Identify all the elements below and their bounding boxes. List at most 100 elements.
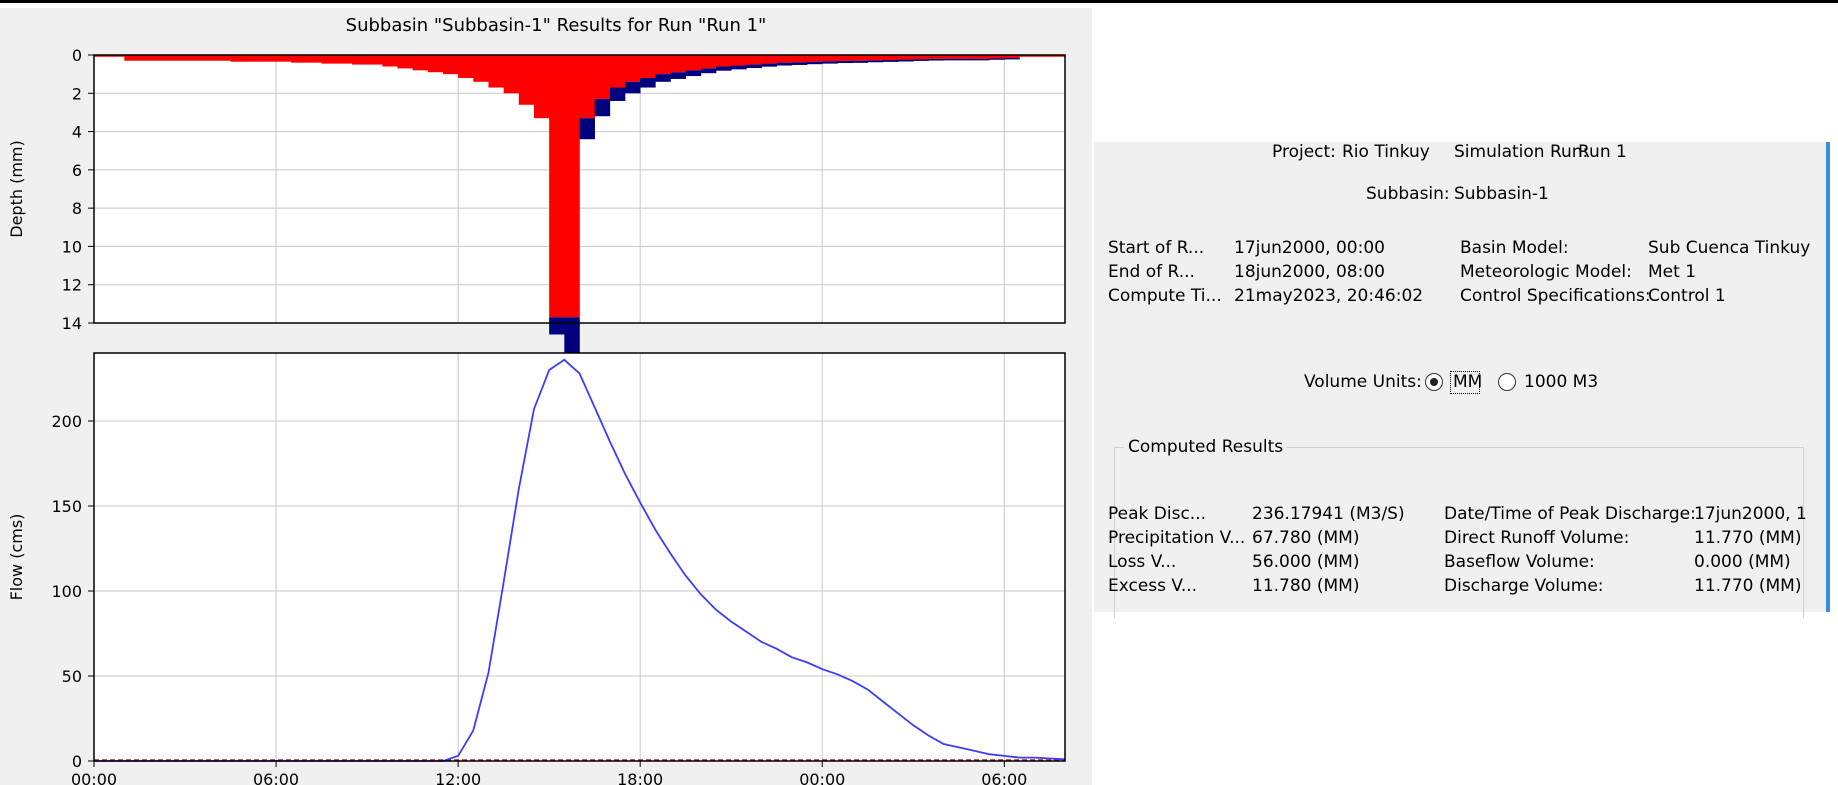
depth-bar-excess	[549, 55, 565, 318]
time-x-ticks: 00:00 06:00 12:00 18:00 00:00 06:00	[71, 761, 1027, 785]
result-label2: Discharge Volume:	[1444, 576, 1604, 596]
run-info-label: Start of R...	[1108, 238, 1205, 258]
depth-bar-excess	[442, 55, 459, 75]
depth-bar-excess	[640, 55, 656, 78]
run-info-value: 18jun2000, 08:00	[1234, 262, 1385, 282]
depth-bar-loss	[913, 59, 929, 61]
radio-units-mm-label[interactable]: MM	[1453, 372, 1483, 392]
flow-y-ticks: 0 50 100 150 200	[51, 412, 94, 771]
depth-bar-excess	[852, 55, 869, 61]
depth-tick-label: 12	[62, 276, 82, 295]
depth-bar-loss	[1004, 58, 1020, 60]
run-info-value: 21may2023, 20:46:02	[1234, 286, 1424, 306]
depth-bar-excess	[245, 55, 262, 62]
flow-tick-label: 150	[51, 497, 82, 516]
radio-units-1000m3-label[interactable]: 1000 M3	[1524, 372, 1599, 392]
radio-units-mm[interactable]	[1425, 373, 1443, 391]
depth-bar-loss	[989, 58, 1005, 60]
depth-bar-excess	[973, 55, 990, 59]
depth-bar-excess	[473, 55, 489, 82]
depth-plot-frame	[93, 54, 1066, 324]
simulation-run-label: Simulation Run:	[1454, 142, 1589, 162]
depth-bar-excess	[518, 55, 535, 105]
depth-bar-excess	[807, 55, 823, 62]
depth-tick-label: 0	[72, 46, 82, 65]
result-value: 67.780 (MM)	[1252, 528, 1360, 548]
depth-bar-loss	[549, 317, 565, 335]
depth-bar-excess	[427, 55, 444, 73]
depth-bar-excess	[169, 55, 186, 61]
result-value: 11.780 (MM)	[1252, 576, 1360, 596]
result-value2: 11.770 (MM)	[1694, 576, 1802, 596]
depth-tick-label: 6	[72, 161, 82, 180]
result-label: Excess V...	[1108, 576, 1198, 596]
depth-bar-loss	[943, 58, 960, 61]
depth-bar-loss	[746, 64, 762, 69]
depth-bar-loss	[837, 60, 853, 64]
depth-bar-loss	[625, 81, 641, 94]
depth-bar-excess	[124, 55, 140, 61]
depth-bar-excess	[367, 55, 383, 65]
result-label2: Date/Time of Peak Discharge:	[1444, 504, 1696, 524]
depth-bar-excess	[822, 55, 838, 62]
depth-bar-excess	[139, 55, 155, 61]
depth-bar-excess	[898, 55, 914, 60]
run-info-label2: Meteorologic Model:	[1460, 262, 1632, 282]
flow-plot-frame	[93, 352, 1066, 762]
depth-bar-excess	[837, 55, 853, 61]
depth-bar-loss	[776, 62, 793, 66]
depth-bar-excess	[564, 55, 580, 318]
depth-bar-loss	[882, 59, 899, 62]
depth-bar-excess	[609, 55, 626, 88]
computed-results-group	[1114, 447, 1804, 618]
flow-tick-label: 50	[62, 667, 82, 686]
depth-bar-excess	[412, 55, 429, 71]
depth-bar-excess	[700, 55, 717, 69]
depth-bar-excess	[154, 55, 171, 61]
result-value: 56.000 (MM)	[1252, 552, 1360, 572]
summary-results-panel: Project: Rio Tinkuy Simulation Run: Run …	[1094, 142, 1830, 618]
radio-selected-dot	[1429, 377, 1438, 386]
result-label: Precipitation V...	[1108, 528, 1246, 548]
depth-bar-excess	[488, 55, 504, 88]
depth-bar-excess	[867, 55, 884, 61]
depth-panel: 0 2 4 6 8 10 12 14 Depth (mm)	[7, 46, 1066, 377]
depth-bar-loss	[670, 72, 687, 79]
depth-bar-excess	[382, 55, 398, 67]
run-info-value: 17jun2000, 00:00	[1234, 238, 1385, 258]
depth-bar-loss	[716, 66, 732, 71]
depth-bar-loss	[852, 60, 869, 63]
flow-series-line	[94, 358, 1066, 762]
flow-tick-label: 100	[51, 582, 82, 601]
depth-bar-excess	[670, 55, 687, 73]
depth-bar-excess	[943, 55, 960, 59]
depth-bar-excess	[276, 55, 292, 62]
time-tick-label: 00:00	[71, 770, 117, 785]
radio-units-1000m3[interactable]	[1498, 373, 1516, 391]
run-info-value2: Sub Cuenca Tinkuy	[1648, 238, 1811, 258]
flow-tick-label: 200	[51, 412, 82, 431]
depth-bar-excess	[185, 55, 201, 61]
project-label: Project:	[1272, 142, 1336, 162]
depth-bar-excess	[594, 55, 611, 100]
depth-bar-loss	[761, 63, 778, 67]
depth-bar-excess	[306, 55, 322, 63]
run-info-label2: Control Specifications:	[1460, 286, 1651, 306]
depth-bar-loss	[973, 58, 990, 61]
time-tick-label: 18:00	[617, 770, 663, 785]
depth-bar-loss	[640, 77, 656, 88]
result-label2: Direct Runoff Volume:	[1444, 528, 1630, 548]
result-label2: Baseflow Volume:	[1444, 552, 1595, 572]
depth-bar-loss	[685, 70, 702, 77]
depth-bar-loss	[958, 58, 975, 61]
project-value: Rio Tinkuy	[1342, 142, 1430, 162]
depth-bar-excess	[397, 55, 413, 69]
depth-tick-label: 8	[72, 199, 82, 218]
subbasin-label: Subbasin:	[1366, 184, 1450, 204]
depth-bar-loss	[594, 99, 611, 117]
volume-units-label: Volume Units:	[1304, 372, 1422, 392]
chart-title: Subbasin "Subbasin-1" Results for Run "R…	[346, 15, 767, 36]
result-value2: 0.000 (MM)	[1694, 552, 1791, 572]
depth-bar-excess	[913, 55, 929, 60]
depth-y-ticks: 0 2 4 6 8 10 12 14	[62, 46, 94, 333]
